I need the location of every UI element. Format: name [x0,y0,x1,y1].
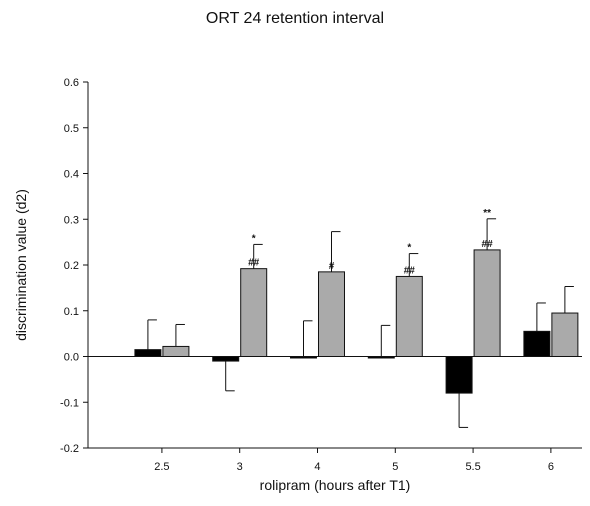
bar-series-2 [240,268,268,357]
x-axis-title: rolipram (hours after T1) [260,477,411,493]
chart-title: ORT 24 retention interval [205,10,385,27]
error-bars-layer [147,218,574,428]
x-tick-label: 6 [548,461,554,473]
bar-series-2 [395,275,423,357]
significance-hash-label: ## [248,258,260,269]
bar-series-2 [317,271,345,357]
y-tick-label: -0.2 [60,443,79,455]
bar-series-1 [289,356,317,359]
significance-star-label: * [252,233,256,244]
y-axis-title: discrimination value (d2) [13,189,29,341]
bar-series-2 [473,249,501,357]
bar-series-1 [523,330,551,357]
x-tick-label: 4 [314,461,320,473]
y-tick-label: -0.1 [60,397,79,409]
y-tick-label: 0.4 [64,169,79,181]
bar-series-1 [445,356,473,394]
significance-star-label: ** [483,208,491,219]
bar-series-1 [212,356,240,362]
bar-series-1 [134,349,162,358]
bar-series-1 [367,356,395,359]
significance-hash-label: ## [482,239,494,250]
y-tick-label: 0.0 [64,352,79,364]
annotations-layer: ##*# ##* ##** [248,208,493,277]
bar-series-2 [162,345,190,357]
y-tick-label: 0.1 [64,306,79,318]
y-tick-label: 0.2 [64,260,79,272]
bar-series-2 [551,312,579,358]
significance-star-label: * [407,243,411,254]
significance-hash-label: # [329,261,335,272]
x-tick-label: 3 [237,461,243,473]
x-tick-label: 5.5 [465,461,480,473]
x-tick-label: 5 [392,461,398,473]
y-tick-label: 0.6 [64,77,79,89]
x-tick-label: 2.5 [154,461,169,473]
bars-layer [134,249,579,394]
y-tick-label: 0.3 [64,214,79,226]
significance-hash-label: ## [404,265,416,276]
y-tick-label: 0.5 [64,123,79,135]
